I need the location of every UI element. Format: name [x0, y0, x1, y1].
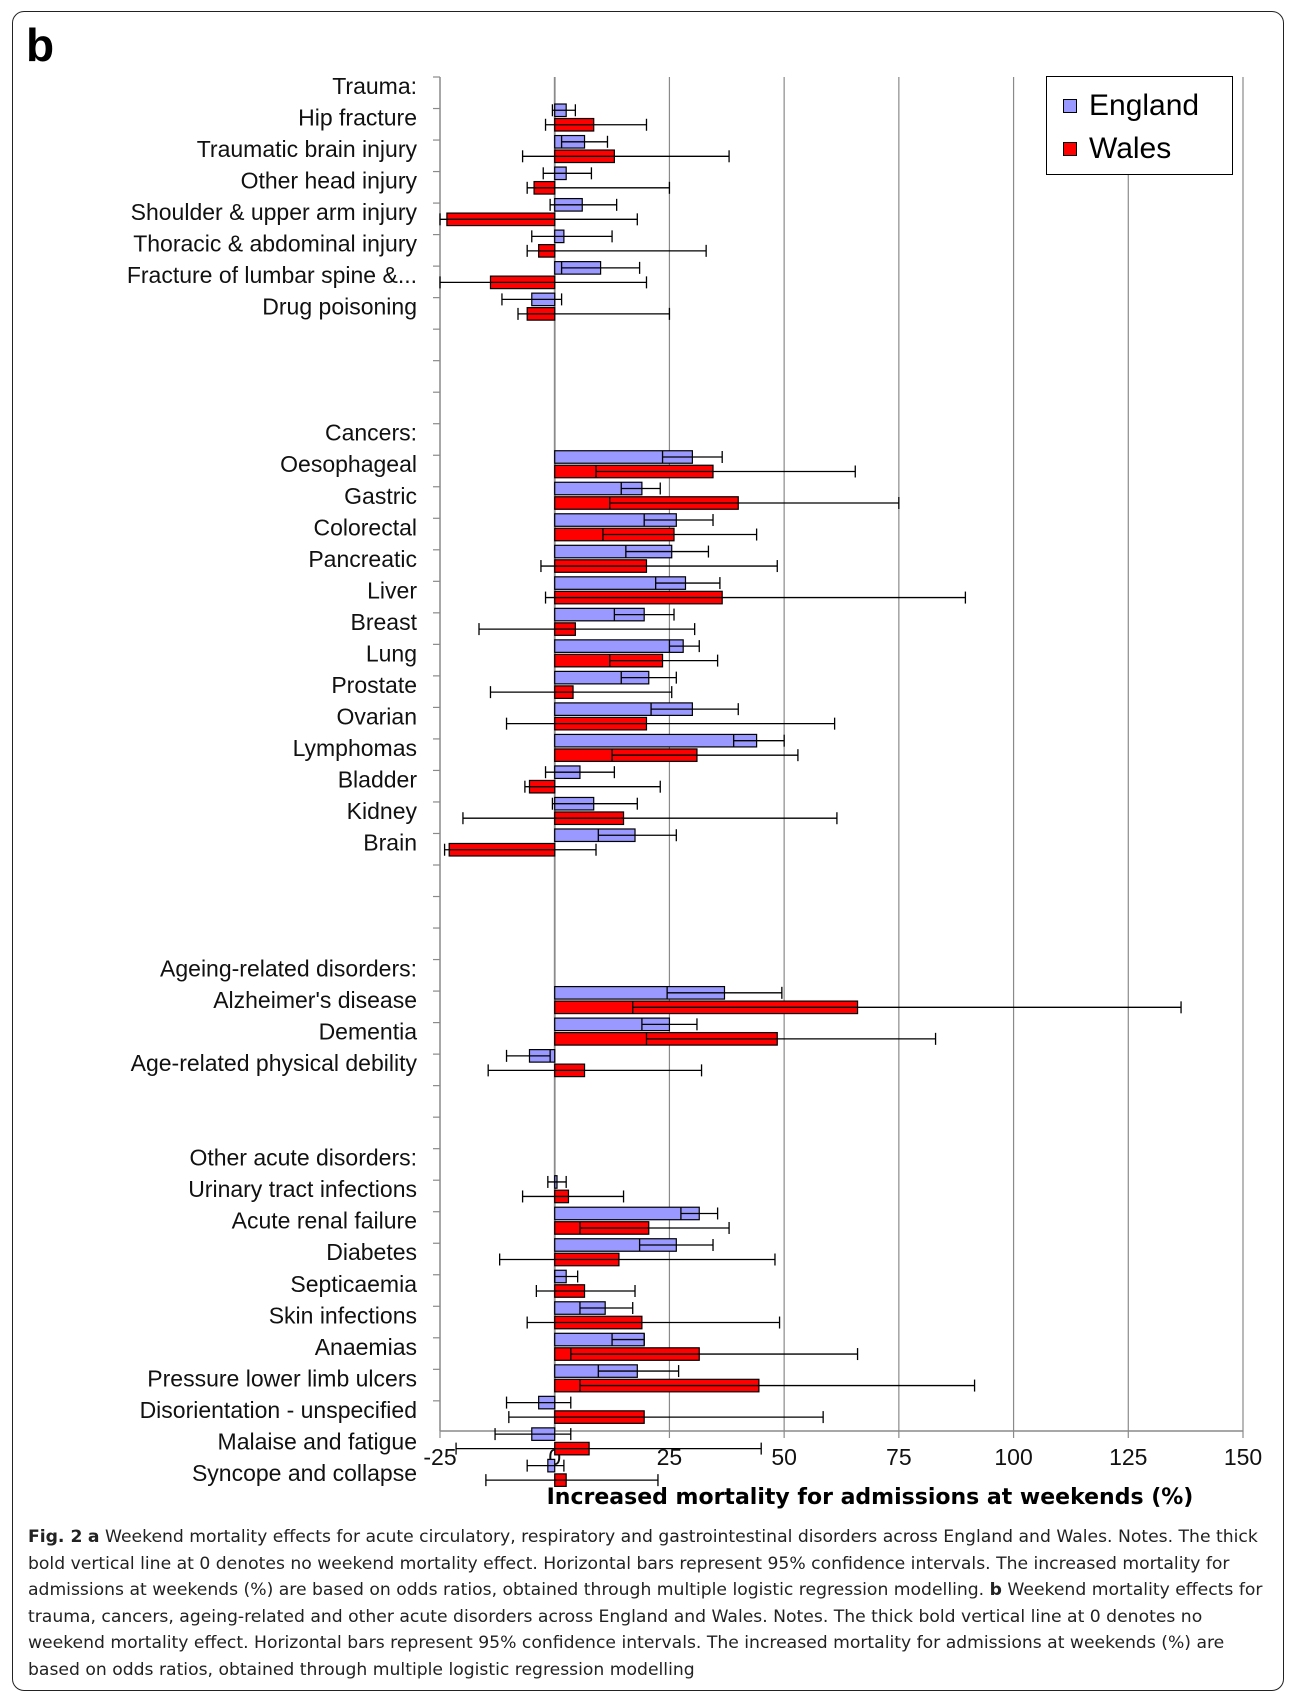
category-label: Hip fracture: [298, 105, 417, 131]
bar-england: [554, 1206, 700, 1221]
legend-swatch-england: [1063, 99, 1077, 113]
group-header: Trauma:: [332, 73, 417, 99]
x-tick-label: 100: [994, 1444, 1032, 1470]
category-label: Pressure lower limb ulcers: [147, 1365, 417, 1391]
category-label: Lung: [366, 640, 417, 666]
x-tick-label: 125: [1109, 1444, 1147, 1470]
category-label: Fracture of lumbar spine &...: [127, 262, 417, 288]
category-label: Malaise and fatigue: [218, 1428, 417, 1454]
figure-frame: [12, 11, 1284, 1691]
category-label: Ovarian: [336, 703, 417, 729]
category-label: Diabetes: [326, 1239, 417, 1265]
chart-legend: England Wales: [1046, 76, 1233, 175]
category-label: Acute renal failure: [232, 1208, 417, 1234]
category-label: Prostate: [331, 672, 417, 698]
legend-item-england: England: [1063, 89, 1199, 123]
category-label: Dementia: [319, 1019, 418, 1045]
category-label: Liver: [367, 577, 417, 603]
category-label: Skin infections: [269, 1302, 417, 1328]
legend-item-wales: Wales: [1063, 132, 1171, 166]
x-axis-label: Increased mortality for admissions at we…: [546, 1485, 1194, 1510]
legend-label-england: England: [1089, 89, 1200, 122]
category-label: Syncope and collapse: [192, 1460, 417, 1486]
caption-b-text: Weekend mortality effects for trauma, ca…: [28, 1580, 1263, 1680]
category-label: Thoracic & abdominal injury: [133, 231, 417, 257]
category-label: Shoulder & upper arm injury: [131, 199, 418, 225]
legend-label-wales: Wales: [1089, 132, 1172, 165]
category-label: Alzheimer's disease: [213, 987, 417, 1013]
legend-swatch-wales: [1063, 142, 1077, 156]
panel-letter: b: [26, 19, 55, 71]
category-label: Age-related physical debility: [131, 1050, 418, 1076]
category-label: Brain: [363, 829, 417, 855]
x-tick-label: -25: [423, 1444, 456, 1470]
figure-caption: Fig. 2 a Weekend mortality effects for a…: [28, 1524, 1264, 1683]
x-tick-label: 150: [1224, 1444, 1262, 1470]
category-label: Pancreatic: [308, 546, 417, 572]
category-label: Lymphomas: [293, 735, 417, 761]
group-header: Ageing-related disorders:: [160, 956, 417, 982]
x-tick-label: 25: [657, 1444, 683, 1470]
group-header: Other acute disorders:: [189, 1145, 417, 1171]
x-tick-label: 50: [771, 1444, 797, 1470]
category-label: Bladder: [338, 766, 418, 792]
category-label: Breast: [351, 609, 418, 635]
caption-a-label: a: [87, 1527, 100, 1547]
category-label: Septicaemia: [290, 1271, 417, 1297]
bar-england: [554, 733, 758, 748]
category-label: Oesophageal: [280, 451, 417, 477]
caption-fig-label: Fig. 2: [28, 1527, 83, 1547]
category-label: Urinary tract infections: [188, 1176, 417, 1202]
category-label: Drug poisoning: [262, 294, 417, 320]
category-label: Disorientation - unspecified: [140, 1397, 417, 1423]
category-label: Traumatic brain injury: [197, 136, 418, 162]
category-label: Colorectal: [313, 514, 417, 540]
category-label: Gastric: [344, 483, 417, 509]
category-label: Anaemias: [315, 1334, 417, 1360]
category-label: Kidney: [347, 798, 418, 824]
group-header: Cancers:: [325, 420, 417, 446]
caption-b-label: b: [989, 1580, 1002, 1600]
x-tick-label: 75: [886, 1444, 912, 1470]
category-label: Other head injury: [241, 168, 418, 194]
caption-a-text: Weekend mortality effects for acute circ…: [28, 1527, 1258, 1600]
bar-england: [554, 639, 684, 653]
